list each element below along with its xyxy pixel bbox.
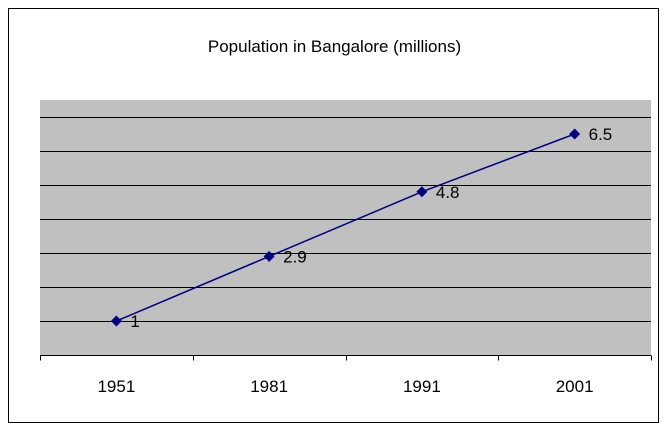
data-point-marker (110, 315, 122, 327)
data-point-marker (569, 128, 581, 140)
gridlines (40, 117, 651, 322)
data-label: 1 (130, 312, 139, 331)
data-point-marker (416, 186, 428, 198)
x-tick-label: 1951 (97, 377, 135, 396)
data-point-marker (263, 250, 275, 262)
plot-area (40, 100, 651, 355)
x-tick-label: 1981 (250, 377, 288, 396)
x-tick-label: 1991 (403, 377, 441, 396)
chart-title: Population in Bangalore (millions) (207, 37, 462, 56)
data-label: 4.8 (436, 183, 460, 202)
series-line (116, 133, 575, 322)
x-tick-label: 2001 (556, 377, 594, 396)
data-label: 2.9 (283, 247, 307, 266)
data-label: 6.5 (589, 125, 613, 144)
data-labels: 1 2.9 4.8 6.5 (130, 125, 612, 331)
series (110, 128, 581, 327)
x-axis: 1951 1981 1991 2001 (40, 355, 652, 396)
